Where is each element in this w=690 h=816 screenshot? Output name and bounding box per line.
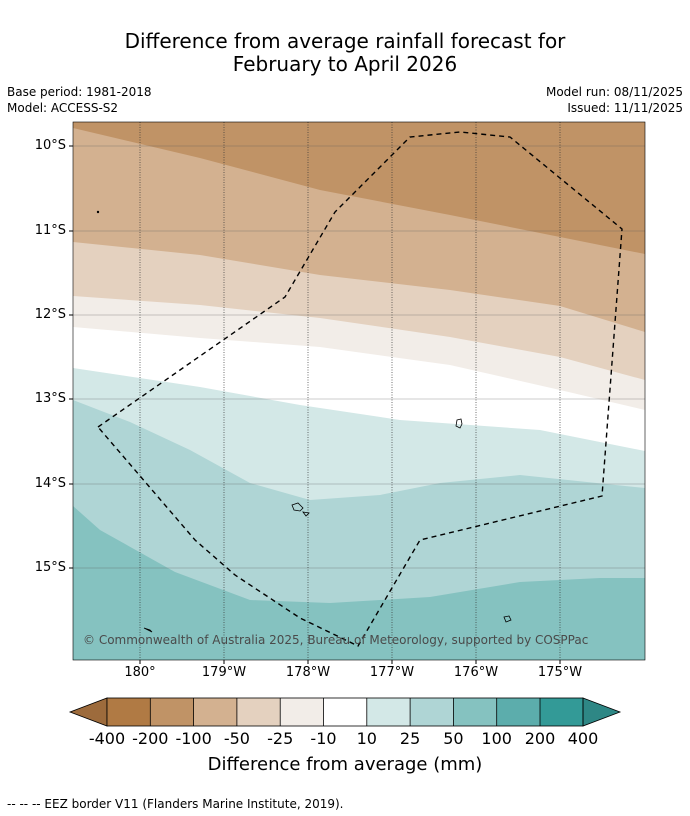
colorbar-tick-5: -25	[267, 729, 294, 748]
colorbar-extend-high	[582, 697, 622, 727]
colorbar-title: Difference from average (mm)	[207, 754, 483, 775]
lat-label-12s: 12°S	[34, 307, 66, 322]
lon-label-180: 180°	[124, 665, 156, 680]
title-line-2: February to April 2026	[232, 52, 458, 76]
colorbar-swatch-10	[496, 698, 540, 726]
colorbar-tick-9: 50	[443, 729, 464, 748]
colorbar-swatch-1	[107, 698, 151, 726]
lat-gridlines	[73, 145, 645, 569]
lat-label-11s: 11°S	[34, 223, 66, 238]
meta-right: Model run: 08/11/2025 Issued: 11/11/2025	[546, 84, 683, 116]
colorbar-swatch-5	[280, 698, 324, 726]
colorbar-tick-7: 10	[356, 729, 377, 748]
colorbar-swatch-3	[193, 698, 237, 726]
lon-label-177w: 177°W	[369, 665, 415, 680]
lon-label-176w: 176°W	[453, 665, 499, 680]
lat-label-13s: 13°S	[34, 391, 66, 406]
colorbar-tick-8: 25	[399, 729, 421, 748]
lat-label-15s: 15°S	[34, 560, 66, 575]
title-line-1: Difference from average rainfall forecas…	[124, 29, 566, 53]
base-period: Base period: 1981-2018	[7, 85, 152, 99]
island-5	[143, 627, 153, 633]
island-6	[96, 210, 100, 214]
chart-title: Difference from average rainfall forecas…	[0, 30, 690, 76]
colorbar-swatch-2	[150, 698, 194, 726]
colorbar-swatch-11	[540, 698, 583, 726]
lat-label-10s: 10°S	[34, 138, 66, 153]
colorbar-swatch-9	[453, 698, 497, 726]
colorbar-tick-3: -100	[175, 729, 212, 748]
colorbar-tick-10: 100	[481, 729, 512, 748]
lon-label-175w: 175°W	[537, 665, 583, 680]
lat-label-14s: 14°S	[34, 476, 66, 491]
colorbar-swatch-6	[323, 698, 367, 726]
lon-label-179w: 179°W	[201, 665, 247, 680]
island-4	[503, 615, 512, 623]
model-run: Model run: 08/11/2025	[545, 85, 683, 99]
colorbar-tick-1: -400	[88, 729, 126, 748]
colorbar	[68, 697, 622, 727]
colorbar-tick-11: 200	[524, 729, 556, 748]
colorbar-tick-12: 400	[567, 729, 599, 748]
copyright-notice: © Commonwealth of Australia 2025, Bureau…	[83, 633, 589, 647]
colorbar-tick-4: -50	[223, 729, 250, 748]
map-frame	[72, 121, 646, 661]
islands	[96, 210, 512, 633]
colorbar-swatch-8	[410, 698, 454, 726]
island-3	[302, 511, 310, 517]
island-1	[455, 418, 463, 429]
lon-label-178w: 178°W	[285, 665, 331, 680]
axis-ticks	[69, 145, 561, 664]
eez-legend-footer: -- -- -- EEZ border V11 (Flanders Marine…	[7, 797, 344, 811]
colorbar-tick-2: -200	[132, 729, 169, 748]
issued-date: Issued: 11/11/2025	[567, 101, 683, 115]
meta-left: Base period: 1981-2018 Model: ACCESS-S2	[7, 84, 152, 116]
colorbar-extend-low	[68, 697, 108, 727]
lon-gridlines	[139, 122, 561, 660]
eez-border	[96, 131, 623, 647]
colorbar-dividers	[149, 698, 541, 726]
colorbar-swatch-4	[236, 698, 281, 726]
rainfall-map	[73, 122, 645, 660]
colorbar-frame	[106, 697, 584, 727]
colorbar-tick-6: -10	[310, 729, 337, 748]
colorbar-swatch-7	[366, 698, 411, 726]
model-name: Model: ACCESS-S2	[7, 101, 119, 115]
island-2	[291, 502, 304, 512]
